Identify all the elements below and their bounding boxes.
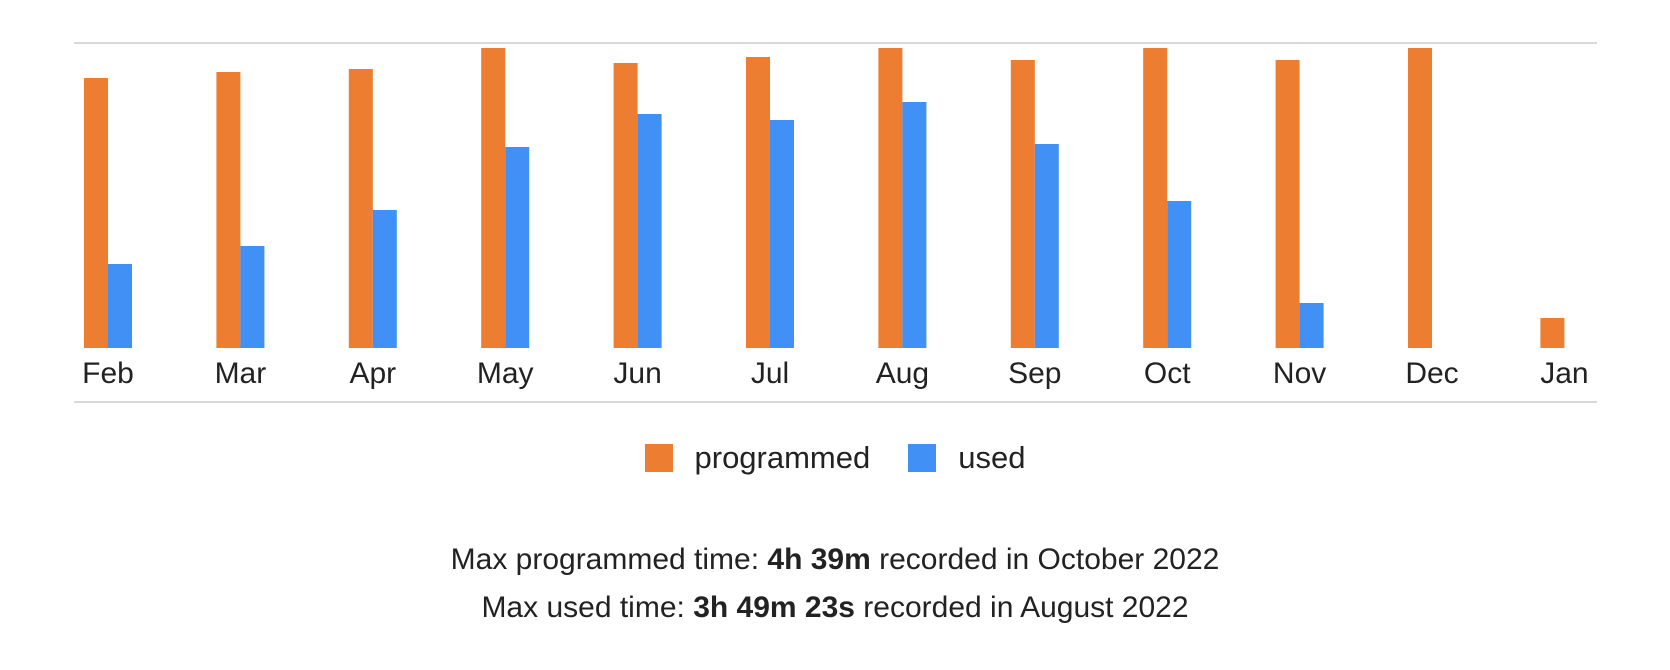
legend-item-used[interactable]: used — [908, 440, 1025, 476]
bar-used-aug[interactable] — [902, 102, 927, 348]
max-programmed-prefix: Max programmed time: — [450, 543, 768, 576]
bar-used-may[interactable] — [505, 147, 530, 348]
legend-item-programmed[interactable]: programmed — [644, 440, 871, 476]
bar-used-feb[interactable] — [108, 264, 132, 348]
bar-programmed-jan[interactable] — [1540, 318, 1565, 348]
bar-programmed-dec[interactable] — [1408, 48, 1432, 348]
max-used-line: Max used time: 3h 49m 23s recorded in Au… — [0, 584, 1670, 632]
max-programmed-value: 4h 39m — [767, 543, 871, 576]
chart-legend: programmed used — [0, 440, 1670, 476]
bar-used-mar[interactable] — [240, 246, 265, 348]
bar-programmed-feb[interactable] — [84, 78, 108, 348]
bar-used-jul[interactable] — [770, 120, 794, 348]
bar-used-apr[interactable] — [372, 210, 397, 348]
max-used-value: 3h 49m 23s — [693, 591, 855, 624]
max-programmed-line: Max programmed time: 4h 39m recorded in … — [0, 536, 1670, 584]
legend-swatch-programmed — [644, 444, 673, 472]
summary-stats: Max programmed time: 4h 39m recorded in … — [0, 536, 1670, 632]
x-tick-label-sep: Sep — [1008, 357, 1061, 390]
bar-programmed-nov[interactable] — [1275, 60, 1300, 348]
x-tick-label-jan: Jan — [1540, 357, 1588, 390]
legend-label-programmed: programmed — [694, 440, 871, 475]
x-tick-label-jun: Jun — [613, 357, 661, 390]
x-tick-label-nov: Nov — [1273, 357, 1326, 390]
legend-swatch-used — [908, 444, 937, 472]
bar-programmed-apr[interactable] — [348, 69, 373, 348]
x-tick-label-oct: Oct — [1144, 357, 1191, 390]
bar-programmed-sep[interactable] — [1010, 60, 1035, 348]
x-tick-label-mar: Mar — [215, 357, 267, 390]
x-tick-label-apr: Apr — [349, 357, 396, 390]
bar-programmed-oct[interactable] — [1143, 48, 1168, 348]
max-programmed-suffix: recorded in October 2022 — [870, 543, 1220, 576]
bar-programmed-jul[interactable] — [746, 57, 770, 348]
max-used-prefix: Max used time: — [481, 591, 694, 624]
x-axis-labels: Feb Mar Apr May Jun Jul Aug Sep Oct Nov Dec Jan — [82, 357, 1588, 390]
x-tick-label-jul: Jul — [751, 357, 789, 390]
x-tick-label-feb: Feb — [82, 357, 134, 390]
bar-used-oct[interactable] — [1167, 201, 1192, 348]
x-tick-label-aug: Aug — [876, 357, 929, 390]
bar-chart: Feb Mar Apr May Jun Jul Aug Sep Oct Nov Dec Jan — [74, 42, 1597, 403]
bars-layer — [84, 48, 1565, 348]
bar-programmed-mar[interactable] — [216, 72, 241, 348]
bar-used-jun[interactable] — [637, 114, 662, 348]
bar-used-nov[interactable] — [1299, 303, 1324, 348]
legend-label-used: used — [958, 440, 1026, 475]
x-tick-label-dec: Dec — [1405, 357, 1458, 390]
x-tick-label-may: May — [477, 357, 534, 390]
bar-programmed-may[interactable] — [481, 48, 506, 348]
bar-programmed-jun[interactable] — [613, 63, 638, 348]
bar-programmed-aug[interactable] — [878, 48, 903, 348]
bar-used-sep[interactable] — [1034, 144, 1059, 348]
max-used-suffix: recorded in August 2022 — [854, 591, 1189, 624]
